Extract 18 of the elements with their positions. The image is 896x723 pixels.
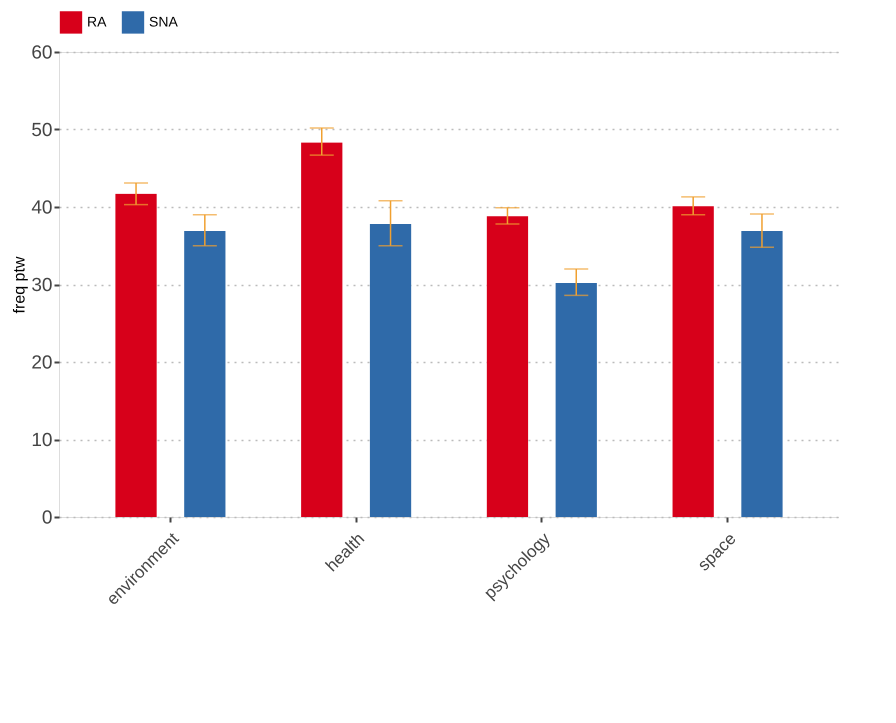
bar: [370, 224, 412, 517]
y-tick-label: 30: [31, 275, 52, 296]
bar: [115, 194, 157, 517]
y-tick-label: 0: [42, 508, 52, 528]
bar: [301, 142, 342, 517]
bar: [556, 282, 597, 517]
legend-label: SNA: [149, 13, 178, 30]
y-tick-label: 40: [31, 198, 52, 218]
legend-label: RA: [87, 13, 108, 30]
y-tick-label: 10: [31, 430, 52, 451]
y-axis-title: freq ptw: [11, 256, 28, 314]
y-tick-label: 60: [31, 42, 52, 64]
bar: [672, 206, 714, 517]
bar: [486, 216, 528, 517]
y-tick-label: 20: [31, 352, 52, 374]
y-tick-label: 50: [31, 120, 52, 141]
bar: [184, 231, 226, 517]
bar: [741, 231, 783, 517]
